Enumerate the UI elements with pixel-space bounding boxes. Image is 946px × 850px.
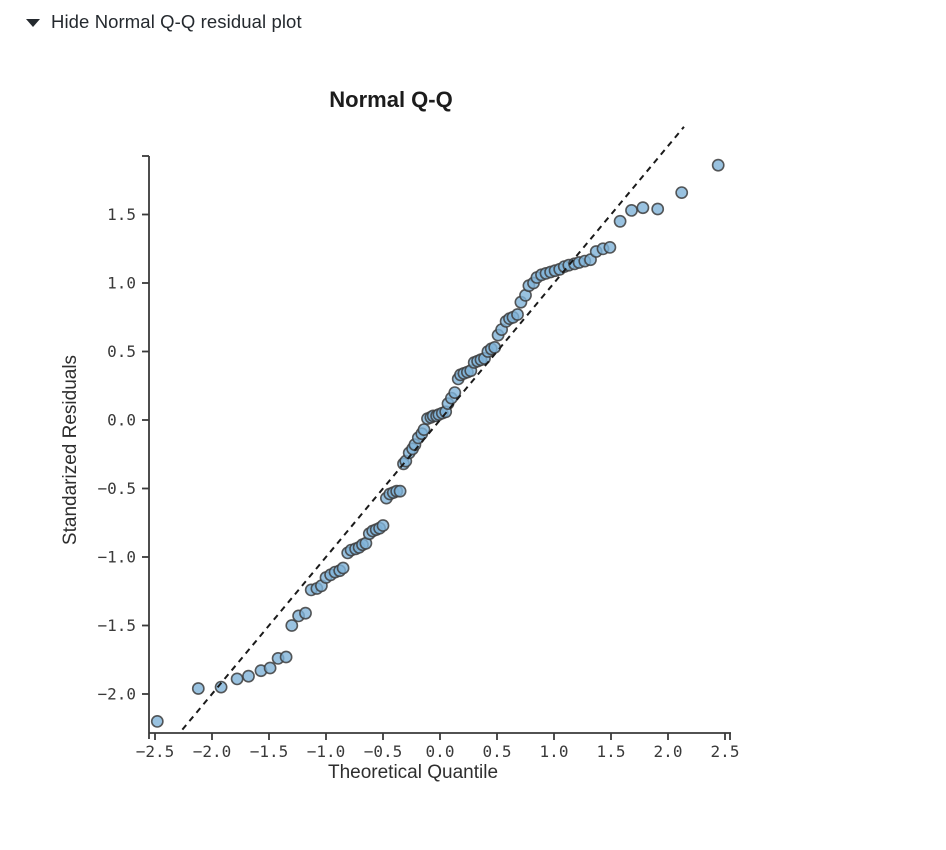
x-tick-label: −2.5 (136, 742, 175, 761)
y-tick-label: −2.0 (97, 685, 136, 704)
y-axis: 1.5 1.0 0.5 0.0 −0.5 −1.0 −1.5 −2.0 (97, 155, 150, 739)
data-point (636, 201, 650, 215)
qq-plot-toggle-label: Hide Normal Q-Q residual plot (51, 11, 302, 32)
data-point (285, 619, 299, 632)
data-point (511, 308, 524, 321)
x-tick-label: −1.5 (250, 742, 289, 761)
caret-down-icon (26, 19, 40, 27)
x-tick-label: 1.5 (597, 742, 626, 761)
data-point (299, 606, 312, 620)
data-point (651, 202, 665, 216)
data-point (393, 484, 407, 498)
data-point (448, 386, 462, 399)
x-tick-label: 0.5 (483, 742, 512, 761)
data-point (711, 158, 725, 172)
data-point (191, 682, 205, 695)
y-tick-label: −1.5 (97, 616, 136, 635)
y-tick-label: 0.0 (107, 411, 136, 430)
data-point (214, 680, 228, 694)
x-tick-label: 2.0 (654, 742, 683, 761)
data-point (336, 561, 350, 575)
data-point (675, 186, 689, 199)
x-tick-label: 2.5 (711, 742, 740, 761)
x-tick-label: −2.0 (193, 742, 232, 761)
scatter-points (150, 158, 725, 728)
data-point (242, 669, 255, 683)
data-point (150, 715, 164, 728)
x-axis: −2.5 −2.0 −1.5 −1.0 −0.5 0.0 0.5 1.0 1.5 2.0 2.5 (136, 732, 740, 761)
data-point (263, 661, 277, 675)
x-tick-label: 1.0 (540, 742, 569, 761)
data-point (376, 519, 390, 532)
data-point (625, 203, 638, 217)
x-axis-label: Theoretical Quantile (327, 762, 499, 783)
qq-plot-collapse-toggle[interactable]: Hide Normal Q-Q residual plot (26, 11, 302, 33)
chart-title: Normal Q-Q (329, 87, 453, 112)
y-tick-label: −0.5 (97, 479, 136, 498)
data-point (417, 423, 431, 436)
reference-line (181, 126, 685, 731)
data-point (613, 214, 627, 228)
x-tick-label: 0.0 (426, 742, 455, 761)
y-tick-label: 1.5 (107, 205, 136, 224)
y-tick-label: 1.0 (107, 274, 136, 293)
y-tick-label: 0.5 (107, 342, 136, 361)
data-point (279, 650, 293, 664)
data-point (230, 672, 244, 686)
data-point (488, 340, 502, 354)
x-tick-label: −1.0 (307, 742, 346, 761)
x-tick-label: −0.5 (364, 742, 403, 761)
y-tick-label: −1.0 (97, 548, 136, 567)
data-point (603, 240, 617, 254)
